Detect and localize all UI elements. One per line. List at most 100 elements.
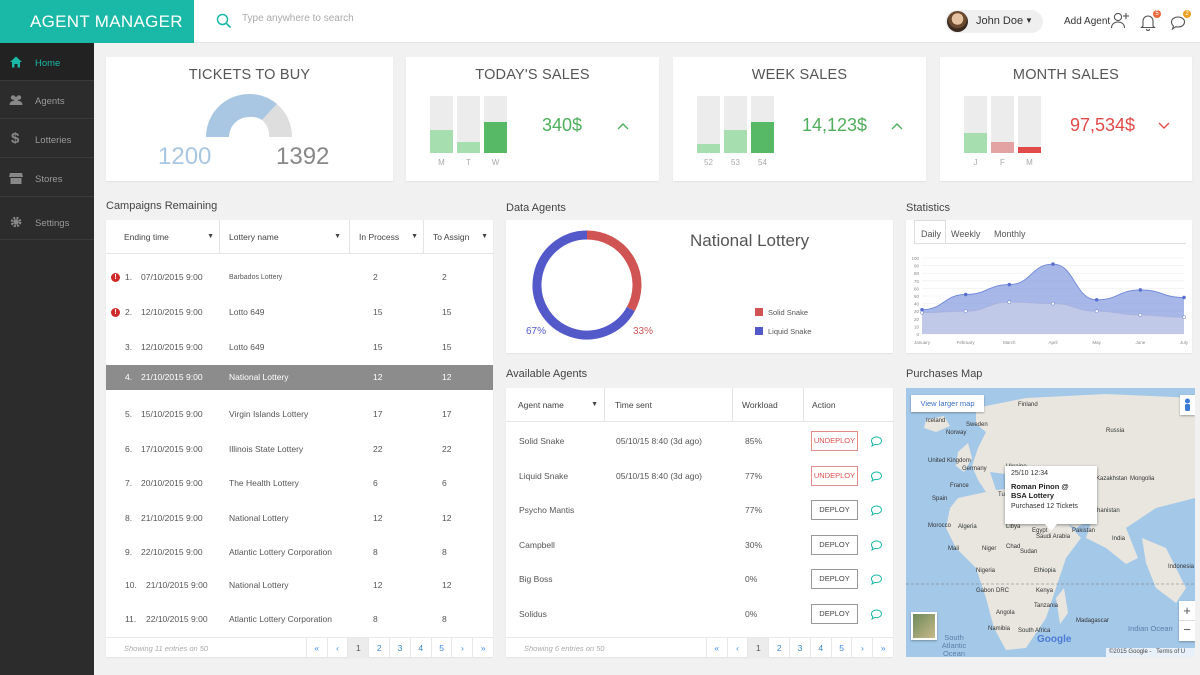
page-button[interactable]: › bbox=[451, 638, 472, 658]
sidebar-item-home[interactable]: Home bbox=[0, 43, 94, 81]
deploy-button[interactable]: DEPLOY bbox=[811, 604, 858, 624]
column-lottery-name[interactable]: Lottery name ▼ bbox=[220, 220, 350, 254]
data-point[interactable] bbox=[1182, 295, 1186, 300]
add-agent-button[interactable]: Add Agent bbox=[1064, 16, 1110, 27]
data-point[interactable] bbox=[1094, 309, 1099, 314]
user-menu[interactable]: John Doe ▼ bbox=[945, 10, 1043, 33]
table-row[interactable]: 6. 17/10/2015 9:00 Illinois State Lottery 22… bbox=[106, 437, 493, 462]
page-button[interactable]: » bbox=[472, 638, 493, 658]
add-user-icon[interactable] bbox=[1110, 11, 1130, 29]
map-thumbnail[interactable] bbox=[911, 612, 937, 640]
data-point[interactable] bbox=[1094, 297, 1099, 302]
map-label: Angola bbox=[996, 610, 1015, 616]
column-workload[interactable]: Workload bbox=[733, 388, 804, 422]
tab-daily[interactable]: Daily bbox=[914, 220, 946, 244]
page-button[interactable]: 5 bbox=[830, 638, 852, 658]
sidebar-item-lotteries[interactable]: $ Lotteries bbox=[0, 120, 94, 158]
page-button[interactable]: 3 bbox=[389, 638, 410, 658]
zoom-out-button[interactable]: − bbox=[1183, 622, 1191, 637]
undeploy-button[interactable]: UNDEPLOY bbox=[811, 431, 858, 451]
store-icon bbox=[9, 173, 23, 184]
zoom-in-button[interactable]: + bbox=[1179, 601, 1195, 621]
table-row[interactable]: Solid Snake 05/10/15 8:40 (3d ago) 85% UNDE… bbox=[506, 429, 893, 454]
chat-icon[interactable] bbox=[870, 540, 883, 551]
chat-icon[interactable] bbox=[870, 505, 883, 517]
page-button[interactable]: 3 bbox=[789, 638, 810, 658]
data-point[interactable] bbox=[963, 292, 968, 297]
map-label: India bbox=[1112, 536, 1126, 542]
page-button[interactable]: « bbox=[305, 638, 327, 658]
table-row[interactable]: 4. 21/10/2015 9:00 National Lottery 12 12 bbox=[106, 365, 493, 390]
table-row[interactable]: Psycho Mantis 77% DEPLOY bbox=[506, 498, 893, 523]
table-row[interactable]: Big Boss 0% DEPLOY bbox=[506, 567, 893, 592]
sidebar-item-settings[interactable]: Settings bbox=[0, 202, 94, 240]
page-button[interactable]: 1 bbox=[747, 638, 769, 658]
page-button[interactable]: › bbox=[851, 638, 872, 658]
table-row[interactable]: 11. 22/10/2015 9:00 Atlantic Lottery Corpor… bbox=[106, 607, 493, 632]
app-title[interactable]: AGENT MANAGER bbox=[0, 0, 194, 43]
data-point[interactable] bbox=[1182, 315, 1186, 320]
data-point[interactable] bbox=[920, 307, 924, 312]
data-point[interactable] bbox=[1138, 288, 1143, 292]
deploy-button[interactable]: DEPLOY bbox=[811, 569, 858, 590]
table-row[interactable]: Campbell 30% DEPLOY bbox=[506, 533, 893, 558]
data-point[interactable] bbox=[1138, 313, 1143, 317]
page-button[interactable]: 4 bbox=[409, 638, 431, 658]
sidebar-item-stores[interactable]: Stores bbox=[0, 159, 94, 197]
map-terms-link[interactable]: Terms of U bbox=[1156, 649, 1186, 655]
search-input[interactable] bbox=[242, 13, 502, 24]
purchases-map[interactable]: Iceland Finland Sweden Norway Russia United K… bbox=[906, 388, 1195, 657]
table-row[interactable]: 5. 15/10/2015 9:00 Virgin Islands Lottery 17… bbox=[106, 402, 493, 427]
page-button[interactable]: ‹ bbox=[726, 638, 748, 658]
row-lottery-name: Atlantic Lottery Corporation bbox=[229, 547, 332, 557]
table-row[interactable]: ! 2. 12/10/2015 9:00 Lotto 649 15 15 bbox=[106, 300, 493, 325]
column-ending-time[interactable]: Ending time ▼ bbox=[106, 220, 220, 254]
page-button[interactable]: 2 bbox=[368, 638, 389, 658]
page-button[interactable]: ‹ bbox=[326, 638, 348, 658]
table-row[interactable]: ! 1. 07/10/2015 9:00 Barbados Lottery 2 2 bbox=[106, 265, 493, 290]
search-bar[interactable] bbox=[214, 11, 514, 31]
undeploy-button[interactable]: UNDEPLOY bbox=[811, 465, 858, 486]
chat-icon[interactable] bbox=[870, 574, 883, 586]
chat-icon[interactable] bbox=[870, 436, 883, 447]
data-point[interactable] bbox=[1051, 262, 1055, 266]
column-action[interactable]: Action bbox=[804, 388, 893, 422]
column-in-process[interactable]: In Process ▼ bbox=[350, 220, 424, 254]
search-icon[interactable] bbox=[216, 13, 232, 29]
page-button[interactable]: » bbox=[872, 638, 893, 658]
data-point[interactable] bbox=[1007, 282, 1012, 287]
table-row[interactable]: Solidus 0% DEPLOY bbox=[506, 602, 893, 627]
table-row[interactable]: 8. 21/10/2015 9:00 National Lottery 12 12 bbox=[106, 506, 493, 531]
table-row[interactable]: Liquid Snake 05/10/15 8:40 (3d ago) 77% UND… bbox=[506, 464, 893, 489]
table-row[interactable]: 3. 12/10/2015 9:00 Lotto 649 15 15 bbox=[106, 335, 493, 360]
agent-time-sent: 05/10/15 8:40 (3d ago) bbox=[616, 436, 703, 446]
sidebar-item-agents[interactable]: Agents bbox=[0, 81, 94, 119]
page-button[interactable]: « bbox=[705, 638, 727, 658]
tab-weekly[interactable]: Weekly bbox=[951, 229, 981, 239]
table-row[interactable]: 7. 20/10/2015 9:00 The Health Lottery 6 6 bbox=[106, 471, 493, 496]
column-time-sent[interactable]: Time sent bbox=[605, 388, 733, 422]
page-button[interactable]: 1 bbox=[347, 638, 369, 658]
column-agent-name[interactable]: Agent name ▼ bbox=[506, 388, 605, 422]
data-point[interactable] bbox=[963, 309, 968, 314]
data-point[interactable] bbox=[1051, 301, 1055, 306]
map-popup[interactable]: 25/10 12:34 Roman Pinon @ BSA Lottery Pu… bbox=[1005, 466, 1097, 531]
page-button[interactable]: 4 bbox=[809, 638, 831, 658]
view-larger-map-link[interactable]: View larger map bbox=[911, 395, 984, 412]
messages-button[interactable]: 2 bbox=[1170, 10, 1191, 31]
data-point[interactable] bbox=[920, 310, 924, 315]
table-row[interactable]: 10. 21/10/2015 9:00 National Lottery 12 12 bbox=[106, 573, 493, 598]
tab-monthly[interactable]: Monthly bbox=[994, 229, 1026, 239]
table-row[interactable]: 9. 22/10/2015 9:00 Atlantic Lottery Corpora… bbox=[106, 540, 493, 565]
row-number: 6. bbox=[125, 444, 133, 454]
deploy-button[interactable]: DEPLOY bbox=[811, 500, 858, 521]
street-view-button[interactable] bbox=[1180, 395, 1195, 415]
chat-icon[interactable] bbox=[870, 471, 883, 482]
page-button[interactable]: 2 bbox=[768, 638, 789, 658]
chat-icon[interactable] bbox=[870, 609, 883, 620]
data-point[interactable] bbox=[1007, 300, 1012, 304]
notifications-button[interactable]: 5 bbox=[1140, 10, 1161, 31]
deploy-button[interactable]: DEPLOY bbox=[811, 534, 858, 555]
column-to-assign[interactable]: To Assign ▼ bbox=[424, 220, 493, 254]
page-button[interactable]: 5 bbox=[430, 638, 452, 658]
